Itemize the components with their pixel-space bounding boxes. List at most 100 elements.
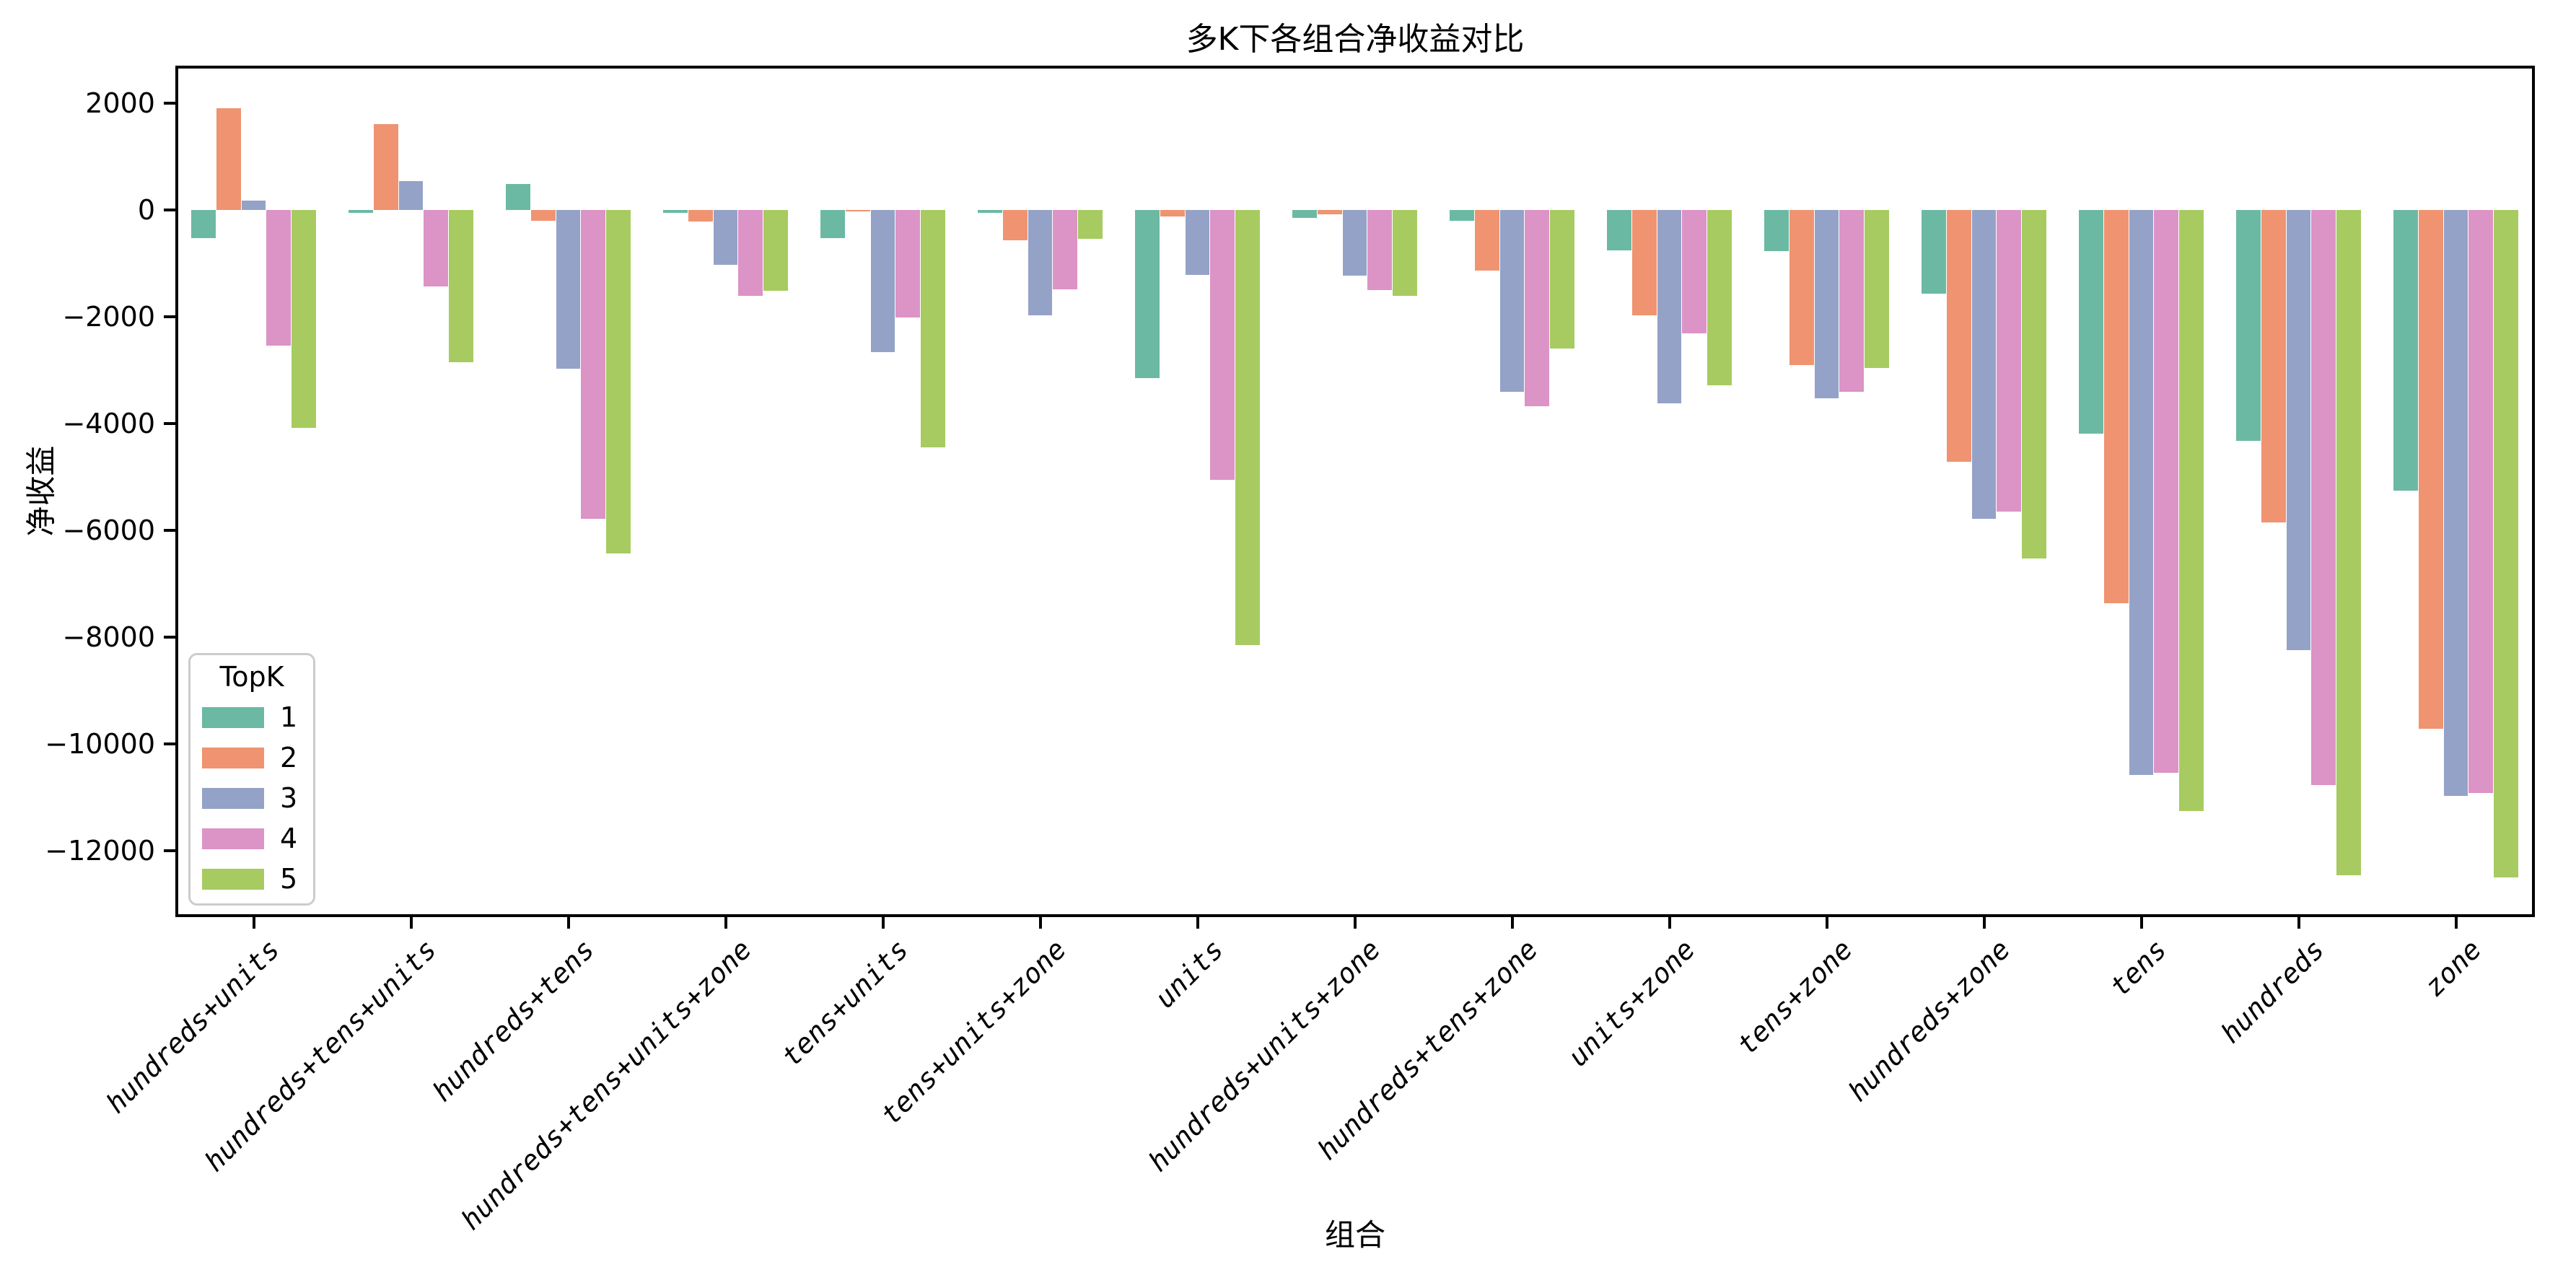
bar-2-tens — [2103, 209, 2129, 604]
bar-4-hundreds+units — [266, 209, 292, 346]
x-tick-label: hundreds+units — [100, 933, 286, 1120]
legend-entry: 3 — [190, 778, 313, 818]
bar-2-hundreds — [2261, 209, 2286, 522]
bar-1-hundreds — [2235, 209, 2261, 441]
x-tick-mark — [1196, 917, 1199, 929]
bar-1-units — [1134, 209, 1160, 379]
legend-entry: 1 — [190, 697, 313, 737]
bar-5-units — [1235, 209, 1261, 646]
legend-label: 4 — [280, 823, 298, 854]
y-tick-mark — [164, 101, 175, 105]
bar-2-tens+units — [845, 209, 870, 212]
y-tick-label: −12000 — [45, 835, 155, 867]
bar-1-hundreds+tens+units — [348, 209, 373, 214]
x-tick-mark — [1039, 917, 1042, 929]
bar-2-units+zone — [1631, 209, 1657, 315]
bar-4-zone — [2468, 209, 2494, 794]
bar-4-hundreds+tens — [581, 209, 606, 520]
y-tick-label: 2000 — [85, 87, 155, 119]
bar-5-tens+units+zone — [1078, 209, 1103, 239]
bar-2-hundreds+tens — [530, 209, 556, 221]
bar-4-tens — [2154, 209, 2179, 774]
legend-title: TopK — [219, 661, 284, 693]
bar-4-hundreds+units+zone — [1367, 209, 1393, 290]
bar-3-hundreds+zone — [1971, 209, 1997, 519]
bar-4-hundreds — [2311, 209, 2336, 786]
bar-5-hundreds+tens — [606, 209, 631, 553]
bar-3-tens+units+zone — [1028, 209, 1053, 316]
x-tick-label: hundreds — [2214, 933, 2331, 1050]
bar-1-hundreds+units+zone — [1292, 209, 1317, 218]
legend-swatch — [202, 868, 264, 890]
bar-3-hundreds+tens+zone — [1499, 209, 1525, 393]
legend-entry: 2 — [190, 737, 313, 778]
bar-2-hundreds+units+zone — [1317, 209, 1342, 214]
bar-4-hundreds+tens+zone — [1525, 209, 1550, 406]
x-tick-mark — [882, 917, 885, 929]
bar-3-hundreds+tens+units+zone — [713, 209, 738, 266]
x-tick-mark — [1668, 917, 1671, 929]
legend-swatch — [202, 706, 264, 728]
bar-3-hundreds+tens+units — [398, 180, 424, 210]
x-tick-mark — [253, 917, 255, 929]
x-tick-label: tens — [2103, 933, 2173, 1003]
chart-title: 多K下各组合净收益对比 — [1186, 21, 1525, 58]
x-tick-label: units+zone — [1561, 933, 1701, 1073]
bar-4-units — [1210, 209, 1235, 480]
bar-2-hundreds+tens+units — [373, 124, 398, 210]
bar-5-hundreds — [2336, 209, 2362, 876]
legend-entries: 1 2 3 4 5 — [190, 697, 313, 899]
bar-5-hundreds+tens+units+zone — [763, 209, 789, 292]
y-tick-label: −4000 — [62, 407, 155, 439]
bar-1-units+zone — [1606, 209, 1631, 251]
bar-2-tens+zone — [1789, 209, 1814, 366]
legend-entry: 5 — [190, 859, 313, 899]
plot-area — [175, 66, 2535, 917]
bar-3-tens — [2129, 209, 2154, 776]
bar-1-tens+units — [820, 209, 845, 239]
bar-3-hundreds+tens — [556, 209, 581, 369]
x-tick-label: tens+zone — [1730, 933, 1859, 1061]
bar-1-hundreds+tens — [505, 184, 530, 210]
bar-3-hundreds+units — [241, 200, 266, 210]
x-tick-mark — [1511, 917, 1514, 929]
x-tick-label: hundreds+zone — [1841, 933, 2016, 1108]
bar-5-hundreds+units+zone — [1393, 209, 1418, 297]
y-tick-label: −6000 — [62, 514, 155, 547]
legend-swatch — [202, 828, 264, 849]
bar-4-units+zone — [1682, 209, 1707, 333]
bar-2-units — [1160, 209, 1185, 216]
y-tick-label: −10000 — [45, 728, 155, 761]
x-tick-mark — [2297, 917, 2300, 929]
bar-5-units+zone — [1707, 209, 1732, 385]
y-axis-label: 净收益 — [23, 445, 59, 537]
bar-1-tens — [2078, 209, 2103, 434]
bar-1-zone — [2393, 209, 2418, 491]
bar-1-hundreds+tens+zone — [1449, 209, 1474, 221]
bar-1-tens+zone — [1764, 209, 1789, 251]
bar-3-units+zone — [1657, 209, 1682, 403]
bar-2-hundreds+tens+zone — [1474, 209, 1499, 271]
legend-label: 3 — [280, 782, 298, 814]
bar-2-hundreds+units — [216, 108, 241, 210]
x-tick-label: hundreds+tens — [426, 933, 600, 1108]
bar-3-units — [1185, 209, 1210, 276]
bar-5-tens+units — [921, 209, 946, 448]
bar-2-hundreds+tens+units+zone — [688, 209, 713, 222]
bar-3-tens+units — [870, 209, 895, 352]
legend-swatch — [202, 747, 264, 768]
bar-4-hundreds+tens+units — [424, 209, 449, 286]
x-tick-mark — [567, 917, 570, 929]
bar-3-tens+zone — [1814, 209, 1839, 399]
bar-4-tens+units — [895, 209, 921, 318]
x-tick-label: tens+units — [775, 933, 915, 1073]
x-tick-label: units — [1148, 933, 1230, 1015]
y-tick-mark — [164, 208, 175, 211]
x-axis-label: 组合 — [1324, 1217, 1385, 1253]
y-tick-label: −8000 — [62, 621, 155, 654]
x-tick-mark — [410, 917, 413, 929]
x-tick-mark — [1826, 917, 1828, 929]
bar-4-tens+units+zone — [1053, 209, 1078, 290]
bar-5-tens — [2179, 209, 2204, 812]
bar-1-hundreds+tens+units+zone — [662, 209, 688, 213]
